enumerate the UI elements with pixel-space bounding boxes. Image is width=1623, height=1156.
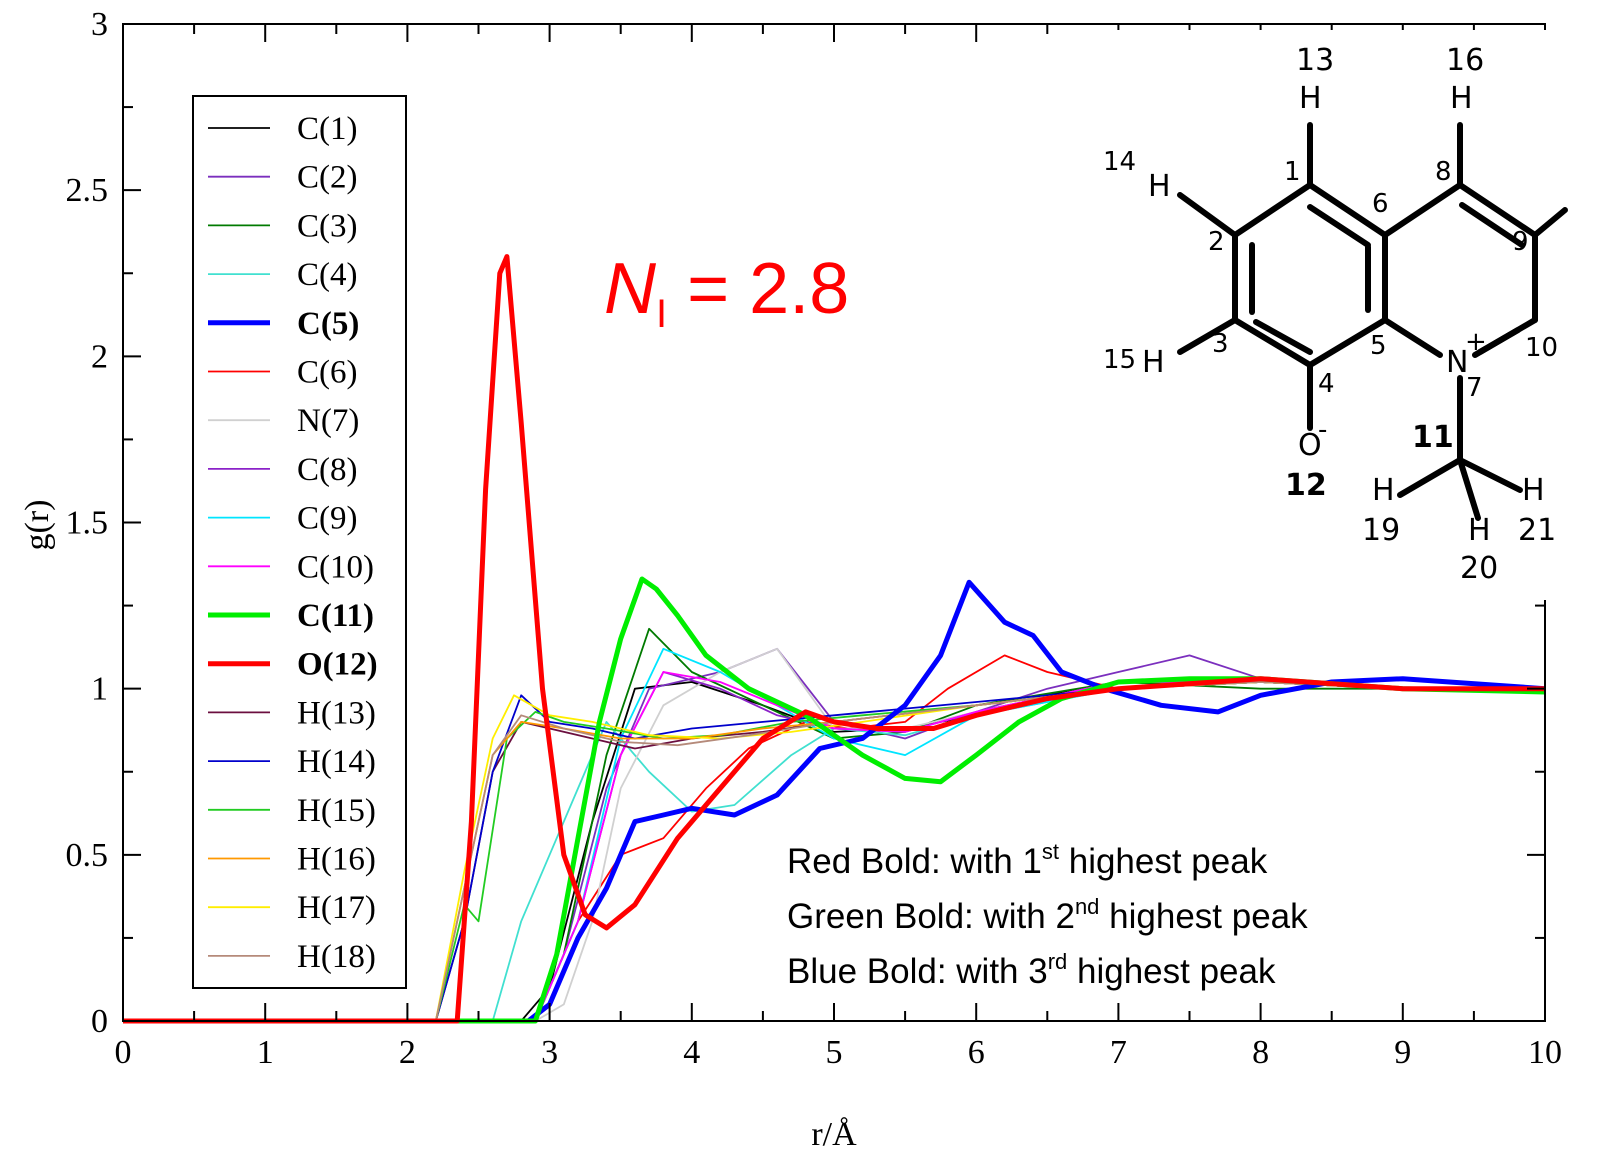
svg-text:5: 5	[1370, 331, 1387, 361]
svg-text:15: 15	[1103, 345, 1136, 375]
svg-text:11: 11	[1412, 420, 1454, 455]
svg-text:10: 10	[1525, 333, 1558, 363]
legend-label: C(11)	[297, 598, 374, 634]
legend-label: C(10)	[297, 549, 374, 585]
svg-text:14: 14	[1103, 147, 1136, 177]
legend-label: H(16)	[297, 842, 376, 878]
y-tick-label: 2	[91, 338, 108, 375]
legend-label: C(5)	[297, 306, 359, 342]
svg-text:4: 4	[1318, 369, 1335, 399]
legend: C(1) C(2) C(3) C(4) C(5) C(6) N(7) C(8) C(9) C(10…	[208, 111, 378, 975]
series-line-o12	[123, 254, 1545, 1024]
legend-box	[192, 95, 407, 989]
y-tick-label: 2.5	[66, 172, 109, 209]
svg-text:+: +	[1465, 327, 1487, 357]
legend-label: C(6)	[297, 355, 358, 391]
x-tick-label: 7	[1110, 1034, 1127, 1071]
legend-label: C(3)	[297, 208, 358, 244]
legend-label: O(12)	[297, 647, 378, 683]
note-blue: Blue Bold: with 3rd highest peak	[787, 949, 1276, 991]
y-tick-label: 1.5	[66, 505, 109, 542]
x-tick-label: 8	[1252, 1034, 1269, 1071]
x-tick-label: 5	[826, 1034, 843, 1071]
svg-text:2: 2	[1208, 227, 1225, 257]
x-tick-label: 1	[257, 1034, 274, 1071]
series-layer	[123, 254, 1546, 1024]
x-tick-label: 10	[1528, 1034, 1562, 1071]
svg-text:8: 8	[1435, 157, 1452, 187]
svg-text:19: 19	[1362, 513, 1400, 548]
x-tick-label: 0	[115, 1034, 132, 1071]
svg-text:-: -	[1318, 415, 1327, 445]
coordination-number-label: NI = 2.8	[604, 249, 849, 336]
x-tick-label: 9	[1394, 1034, 1411, 1071]
molecule-structure: 13 H 16 H 14 H 15 H 1 2 3 4 5 6 8 9 10 N…	[1085, 30, 1623, 600]
svg-text:3: 3	[1212, 329, 1229, 359]
svg-text:O: O	[1298, 428, 1322, 463]
svg-text:H: H	[1450, 81, 1473, 116]
legend-label: N(7)	[297, 403, 359, 439]
note-green: Green Bold: with 2nd highest peak	[787, 894, 1308, 936]
legend-label: C(9)	[297, 501, 358, 537]
svg-text:H: H	[1142, 345, 1165, 380]
cn-value: = 2.8	[667, 249, 849, 329]
legend-label: H(18)	[297, 939, 376, 975]
x-axis-title: r/Å	[811, 1116, 857, 1153]
cn-symbol: N	[604, 249, 657, 329]
svg-text:H: H	[1468, 513, 1491, 548]
legend-label: H(15)	[297, 793, 376, 829]
cn-subscript: I	[656, 292, 667, 336]
y-axis-title: g(r)	[19, 500, 56, 551]
svg-text:H: H	[1299, 81, 1322, 116]
svg-text:H: H	[1522, 473, 1545, 508]
y-tick-label: 0	[91, 1003, 108, 1040]
svg-text:21: 21	[1518, 513, 1556, 548]
series-line-c5	[123, 579, 1546, 1024]
legend-label: H(14)	[297, 744, 376, 780]
series-line-c11	[123, 576, 1546, 1024]
svg-text:20: 20	[1460, 551, 1498, 586]
svg-text:12: 12	[1285, 468, 1327, 503]
svg-text:13: 13	[1296, 43, 1334, 78]
legend-label: H(17)	[297, 890, 376, 926]
svg-text:H: H	[1372, 473, 1395, 508]
x-tick-label: 4	[683, 1034, 700, 1071]
y-tick-label: 0.5	[66, 837, 109, 874]
y-tick-label: 3	[91, 6, 108, 43]
x-tick-label: 3	[541, 1034, 558, 1071]
svg-text:9: 9	[1512, 227, 1529, 257]
svg-text:N: N	[1446, 345, 1468, 380]
legend-label: C(8)	[297, 452, 358, 488]
molecule-bonds	[1177, 122, 1568, 521]
y-tick-label: 1	[91, 671, 108, 708]
svg-text:H: H	[1148, 169, 1171, 204]
legend-label: C(2)	[297, 160, 358, 196]
svg-text:7: 7	[1466, 373, 1483, 403]
svg-text:6: 6	[1372, 189, 1389, 219]
x-tick-label: 2	[399, 1034, 416, 1071]
svg-text:16: 16	[1446, 43, 1484, 78]
peak-notes: Red Bold: with 1st highest peak Green Bo…	[787, 839, 1308, 991]
legend-label: C(1)	[297, 111, 358, 147]
svg-text:1: 1	[1284, 157, 1301, 187]
legend-label: H(13)	[297, 695, 376, 731]
note-red: Red Bold: with 1st highest peak	[787, 839, 1268, 881]
legend-label: C(4)	[297, 257, 358, 293]
molecule-labels: 13 H 16 H 14 H 15 H 1 2 3 4 5 6 8 9 10 N…	[1103, 43, 1558, 586]
x-tick-label: 6	[968, 1034, 985, 1071]
